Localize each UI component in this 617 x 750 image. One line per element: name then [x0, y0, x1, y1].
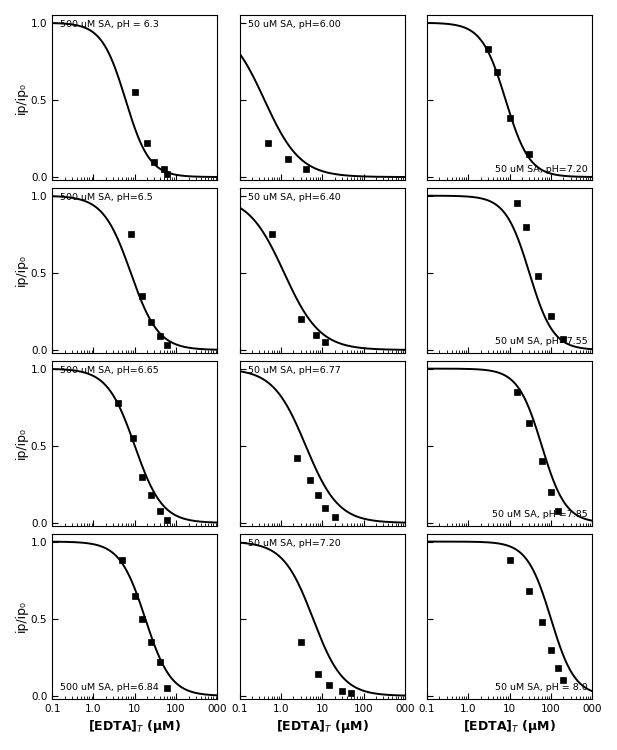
- Y-axis label: ip/ip₀: ip/ip₀: [15, 427, 28, 460]
- Text: 50 uM SA, pH =7.85: 50 uM SA, pH =7.85: [492, 511, 587, 520]
- Text: 500 uM SA, pH=6.84: 500 uM SA, pH=6.84: [60, 683, 159, 692]
- Text: 500 uM SA, pH=6.5: 500 uM SA, pH=6.5: [60, 193, 153, 202]
- Y-axis label: ip/ip₀: ip/ip₀: [15, 254, 28, 286]
- Text: 50 uM SA, pH=7.20: 50 uM SA, pH=7.20: [248, 538, 341, 548]
- Y-axis label: ip/ip₀: ip/ip₀: [15, 82, 28, 113]
- Text: 50 uM SA, pH=6.77: 50 uM SA, pH=6.77: [248, 366, 341, 375]
- Text: 50 uM SA, pH = 8.0: 50 uM SA, pH = 8.0: [495, 683, 587, 692]
- X-axis label: [EDTA]$_T$ (μM): [EDTA]$_T$ (μM): [88, 718, 181, 735]
- Text: 50 uM SA, pH=6.40: 50 uM SA, pH=6.40: [248, 193, 341, 202]
- Y-axis label: ip/ip₀: ip/ip₀: [15, 601, 28, 632]
- Text: 50 uM SA, pH=7.20: 50 uM SA, pH=7.20: [495, 164, 587, 173]
- X-axis label: [EDTA]$_T$ (μM): [EDTA]$_T$ (μM): [463, 718, 556, 735]
- Text: 50 uM SA, pH=6.00: 50 uM SA, pH=6.00: [248, 20, 341, 29]
- Text: 500 uM SA, pH = 6.3: 500 uM SA, pH = 6.3: [60, 20, 159, 29]
- Text: 50 uM SA, pH=7.55: 50 uM SA, pH=7.55: [495, 338, 587, 346]
- Text: 500 uM SA, pH=6.65: 500 uM SA, pH=6.65: [60, 366, 159, 375]
- X-axis label: [EDTA]$_T$ (μM): [EDTA]$_T$ (μM): [276, 718, 368, 735]
